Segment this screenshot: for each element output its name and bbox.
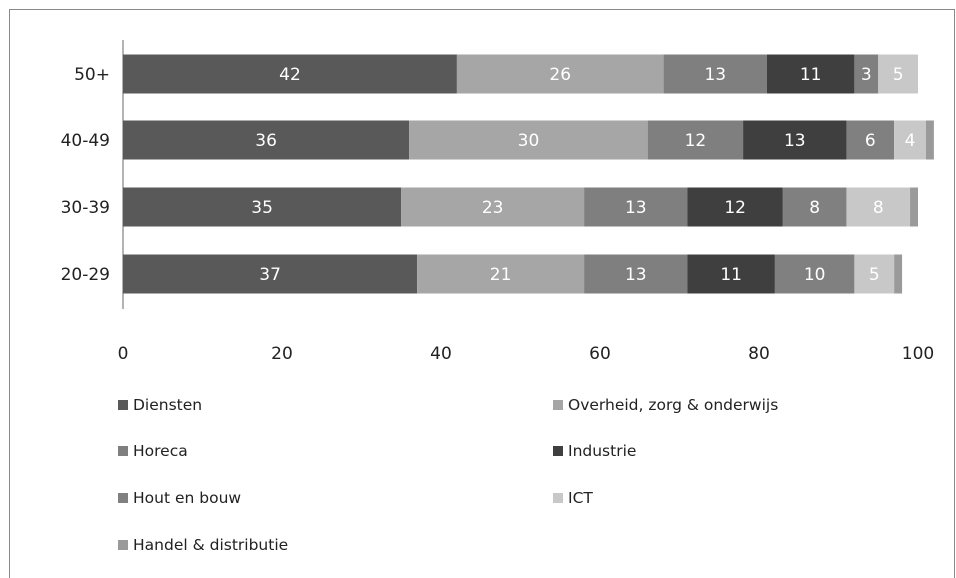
data-label: 13 [704,65,726,85]
data-label: 11 [720,265,742,285]
legend-label: Hout en bouw [133,489,242,507]
y-tick-label: 40-49 [61,131,110,151]
bar-segment [401,187,585,227]
legend-item: Horeca [118,442,188,460]
data-label: 5 [869,265,880,285]
legend-label: Overheid, zorg & onderwijs [568,396,779,414]
data-label: 12 [724,198,746,218]
legend-swatch [118,540,128,550]
bar-segment [123,254,418,294]
legend-swatch [118,446,128,456]
bar-segment [584,254,688,294]
bar-segment [925,120,934,160]
data-label: 13 [784,131,806,151]
bar-segment [854,54,879,94]
legend-item: ICT [553,489,593,507]
legend-item: Hout en bouw [118,489,241,507]
bar-segment [846,120,895,160]
data-label: 12 [685,131,707,151]
bar-segment [878,54,918,94]
x-tick-label: 0 [118,344,129,364]
bar-segment [894,120,926,160]
data-label: 30 [518,131,540,151]
bar-segment [910,187,918,227]
data-label: 37 [259,265,281,285]
y-tick-label: 30-39 [61,198,110,218]
legend-label: Handel & distributie [133,536,289,554]
legend-swatch [553,400,563,410]
bar-segment [409,120,648,160]
data-label: 42 [279,65,301,85]
legend-label: Diensten [133,396,203,414]
bar-segment [743,120,847,160]
bar-segment [846,187,911,227]
data-label: 10 [804,265,826,285]
bar-segment [123,120,410,160]
bar-segment [766,54,855,94]
data-label: 23 [482,198,504,218]
legend-label: Industrie [568,442,637,460]
bar-segment [647,120,744,160]
bar-segment [774,254,855,294]
data-label: 13 [625,198,647,218]
x-tick-label: 40 [430,344,452,364]
x-tick-label: 80 [748,344,770,364]
bar-segment [782,187,847,227]
bar-segment [456,54,664,94]
legend-swatch [118,400,128,410]
legend-item: Handel & distributie [118,536,288,554]
data-label: 8 [809,198,820,218]
y-tick-label: 50+ [74,65,110,85]
legend-item: Overheid, zorg & onderwijs [553,396,778,414]
legend-label: Horeca [133,442,188,460]
bar-segment [123,54,457,94]
data-label: 8 [873,198,884,218]
legend-label: ICT [568,489,593,507]
bar-segment [584,187,688,227]
legend-item: Industrie [553,442,636,460]
bar-segment [663,54,767,94]
legend-item: Diensten [118,396,202,414]
data-label: 11 [800,65,822,85]
data-label: 35 [251,198,273,218]
x-tick-label: 60 [589,344,611,364]
legend-swatch [553,493,563,503]
data-label: 36 [255,131,277,151]
x-tick-label: 20 [271,344,293,364]
bar-segment [854,254,895,294]
data-label: 4 [905,131,916,151]
data-label: 3 [861,65,872,85]
bar-segment [894,254,903,294]
data-label: 26 [549,65,571,85]
legend-swatch [553,446,563,456]
bar-segment [687,254,775,294]
x-tick-label: 100 [902,344,934,364]
data-label: 21 [490,265,512,285]
data-label: 13 [625,265,647,285]
bar-segment [687,187,783,227]
bar-segment [417,254,585,294]
data-label: 6 [865,131,876,151]
y-tick-label: 20-29 [61,265,110,285]
data-label: 5 [893,65,904,85]
bar-segment [123,187,402,227]
legend-swatch [118,493,128,503]
